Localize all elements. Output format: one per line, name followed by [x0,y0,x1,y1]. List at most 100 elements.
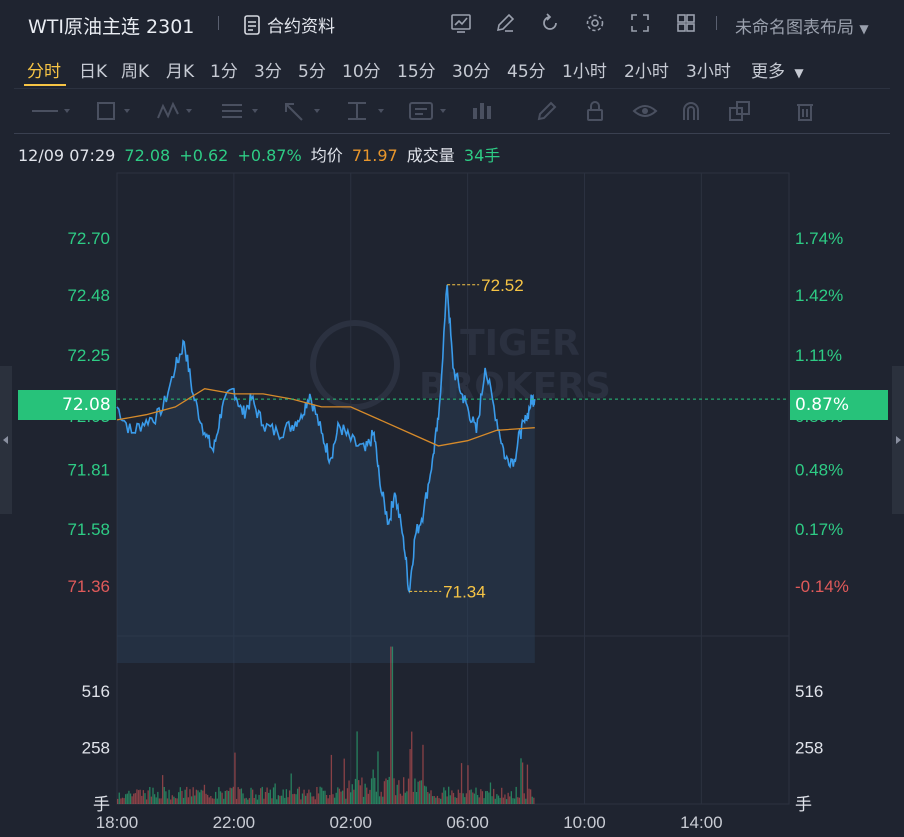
volume-bar [311,796,313,804]
volume-bar [123,798,125,804]
volume-bar [195,789,198,804]
lock-icon[interactable] [584,100,606,122]
tab-more[interactable]: 更多 ▼ [751,57,804,82]
tab-1min[interactable]: 1分 [210,62,238,82]
drawing-toolbar [0,90,904,132]
volume-bar [261,786,263,804]
dropdown-icon: ▼ [859,22,869,36]
volume-bar [509,796,511,804]
chart-icon[interactable] [450,12,472,34]
pattern-tool-icon[interactable] [156,100,200,122]
volume-bar [525,798,527,804]
magnet-icon[interactable] [680,100,702,122]
volume-bar [316,787,318,804]
rectangle-tool-icon[interactable] [94,100,138,122]
volume-bar [356,731,358,804]
current-price-label: 72.08 [62,395,111,415]
grid-icon[interactable] [675,12,697,34]
volume-bar [521,762,524,804]
tab-more-label: 更多 [751,62,785,82]
volume-bar [358,780,360,804]
volume-bar [308,789,310,804]
refresh-icon[interactable] [539,12,561,34]
volume-bar [531,796,533,804]
tab-10min[interactable]: 10分 [342,62,381,82]
eye-icon[interactable] [632,100,658,122]
volume-bar [480,789,482,804]
volume-bar [174,798,177,804]
volume-bar [478,797,480,804]
indicator-tool-icon[interactable] [470,100,500,122]
arrow-tool-icon[interactable] [282,100,326,122]
intraday-chart[interactable]: 18:00 22:00 02:00 06:00 10:00 14:00 TIGERBROKE… [0,160,904,837]
quote-change: +0.62 [179,146,229,165]
tab-30min[interactable]: 30分 [452,62,491,82]
tab-45min[interactable]: 45分 [507,62,546,82]
pen-icon[interactable] [536,100,558,122]
volume-bar [483,798,485,804]
volume-bar [361,777,363,804]
volume-bar [403,777,405,804]
volume-bar [161,775,164,804]
volume-bar [121,797,124,804]
volume-bar [433,796,435,804]
volume-bar [305,795,307,804]
average-line [116,388,535,447]
tab-2hour[interactable]: 2小时 [624,62,669,82]
volume-bar [396,784,398,804]
volume-bar [129,793,132,804]
clone-icon[interactable] [728,100,752,122]
measure-tool-icon[interactable] [346,100,390,122]
volume-bar [288,790,291,804]
tab-monthly[interactable]: 月K [166,62,195,82]
volume-bar [335,792,337,804]
volume-bar [171,795,173,804]
x-tick-label: 18:00 [96,813,139,832]
tab-15min[interactable]: 15分 [397,62,436,82]
instrument-title[interactable]: WTI原油主连 2301 [28,16,195,38]
tab-daily[interactable]: 日K [79,62,108,82]
tab-3min[interactable]: 3分 [254,62,282,82]
volume-bar [454,797,456,804]
fullscreen-icon[interactable] [629,12,651,34]
edit-icon[interactable] [494,12,516,34]
separator [218,16,219,30]
tab-weekly[interactable]: 周K [121,62,150,82]
contract-info-button[interactable]: 合约资料 [243,12,335,37]
volume-tick-label: 258 [795,739,823,758]
volume-bar [343,758,345,804]
volume-bar [496,794,498,804]
volume-bar [250,787,252,804]
volume-bar [417,781,419,804]
tab-1hour[interactable]: 1小时 [562,62,607,82]
text-tool-icon[interactable] [408,100,452,122]
left-panel-toggle[interactable] [0,366,12,514]
volume-bar [284,797,286,804]
right-panel-toggle[interactable] [892,366,904,514]
volume-tick-label: 516 [82,682,110,701]
settings-icon[interactable] [584,12,606,34]
volume-bar [528,788,530,804]
x-tick-label: 10:00 [563,813,606,832]
tab-3hour[interactable]: 3小时 [686,62,731,82]
volume-bar [221,792,223,804]
watermark-text: TIGER [460,323,580,364]
volume-bar [464,797,466,804]
layout-selector[interactable]: 未命名图表布局 ▼ [735,13,869,38]
volume-bar [263,798,265,804]
volume-bar [377,751,379,804]
volume-bar [499,797,501,804]
volume-bar [419,780,421,804]
line-tool-icon[interactable] [30,100,74,122]
layout-name: 未命名图表布局 [735,18,854,38]
volume-bar [166,798,169,804]
tab-5min[interactable]: 5分 [298,62,326,82]
fib-tool-icon[interactable] [220,100,264,122]
volume-bar [473,793,476,804]
volume-bar [235,798,238,804]
volume-bar [231,788,233,804]
trash-icon[interactable] [794,100,816,122]
volume-bar [497,795,500,804]
volume-bar [298,786,300,804]
tab-timeshare[interactable]: 分时 [27,62,61,82]
